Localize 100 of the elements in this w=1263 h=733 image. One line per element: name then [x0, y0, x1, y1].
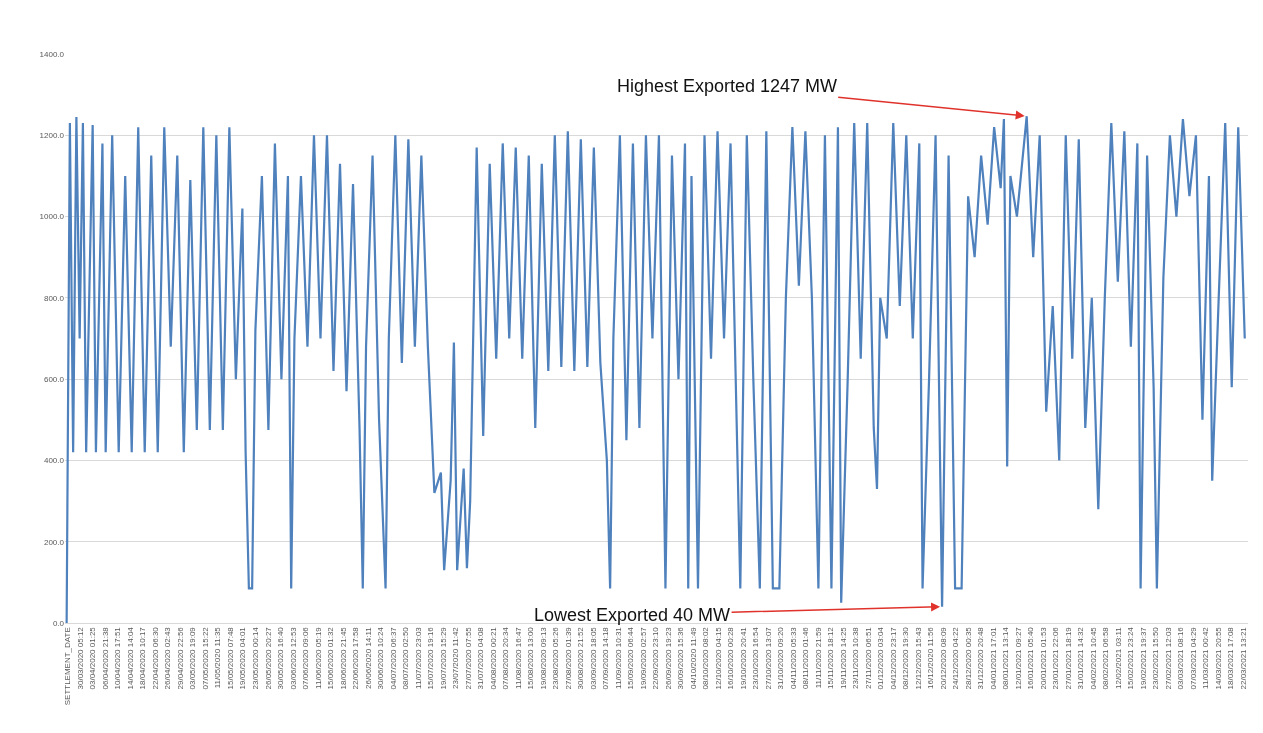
x-tick-label: 11/05/2020 11:35: [213, 626, 223, 689]
x-tick-label: 12/01/2021 09:27: [1013, 626, 1023, 690]
x-tick-label: 31/07/2020 04:08: [476, 626, 486, 690]
x-tick-label: 12/12/2020 15:43: [913, 626, 923, 690]
x-tick-label: 15/08/2020 13:00: [526, 626, 536, 690]
x-tick-label: 19/10/2020 20:41: [738, 626, 748, 690]
x-tick-label: 18/06/2020 21:45: [338, 626, 348, 690]
y-tick-label: 1400.0: [39, 49, 65, 59]
x-tick-label: 11/09/2020 10:31: [613, 626, 623, 689]
x-tick-label: 03/03/2021 08:16: [1176, 626, 1186, 690]
annotation: Lowest Exported 40 MW: [534, 605, 731, 625]
x-tick-label: 08/01/2021 13:14: [1001, 626, 1011, 690]
x-tick-label: 16/01/2021 05:40: [1026, 626, 1036, 690]
x-tick-label: 15/06/2020 01:32: [326, 626, 336, 690]
x-tick-label: 23/08/2020 05:26: [551, 626, 561, 690]
x-tick-label: 03/06/2020 12:53: [288, 626, 298, 690]
x-tick-label: 15/07/2020 19:16: [426, 626, 436, 690]
x-tick-label: 20/01/2021 01:53: [1038, 626, 1048, 690]
x-tick-label: 27/10/2020 13:07: [763, 626, 773, 690]
x-tick-label: 31/12/2020 20:48: [976, 626, 986, 690]
x-tick-label: 07/03/2021 04:29: [1188, 626, 1198, 690]
x-tick-label: 23/02/2021 15:50: [1151, 626, 1161, 690]
x-tick-label: 19/02/2021 19:37: [1138, 626, 1148, 690]
y-tick-label: 0.0: [52, 618, 65, 628]
x-tick-label: 15/11/2020 18:12: [826, 626, 836, 689]
x-tick-label: 23/07/2020 11:42: [451, 626, 461, 689]
x-tick-label: 11/08/2020 16:47: [513, 626, 523, 689]
x-tick-label: 07/06/2020 09:06: [301, 626, 311, 690]
x-tick-label: 08/10/2020 08:02: [701, 626, 711, 690]
x-tick-label: 28/12/2020 00:35: [963, 626, 973, 690]
x-tick-label: 27/01/2021 18:19: [1063, 626, 1073, 690]
x-tick-label: 15/09/2020 06:44: [626, 626, 636, 690]
y-tick-label: 200.0: [43, 537, 65, 547]
x-tick-label: 03/04/2020 01:25: [88, 626, 98, 690]
x-tick-label: 04/07/2020 06:37: [388, 626, 398, 690]
x-tick-label: 23/11/2020 10:38: [851, 626, 861, 689]
x-tick-label: 16/10/2020 00:28: [726, 626, 736, 690]
x-tick-label: 24/12/2020 04:22: [951, 626, 961, 690]
y-tick-label: 800.0: [43, 293, 65, 303]
x-tick-label: 07/09/2020 14:18: [601, 626, 611, 690]
x-tick-label: 08/11/2020 01:46: [801, 626, 811, 689]
x-tick-label: 19/07/2020 15:29: [438, 626, 448, 690]
x-tick-label: 31/01/2021 14:32: [1076, 626, 1086, 690]
x-tick-label: 27/08/2020 01:39: [563, 626, 573, 690]
x-tick-label: 04/11/2020 05:33: [788, 626, 798, 689]
x-tick-label: 26/09/2020 19:23: [663, 626, 673, 690]
x-tick-label: 26/06/2020 14:11: [363, 626, 373, 689]
x-tick-label: 23/10/2020 16:54: [751, 626, 761, 690]
x-tick-label: 27/07/2020 07:55: [463, 626, 473, 690]
x-tick-label: 07/08/2020 20:34: [501, 626, 511, 690]
x-tick-label: 07/05/2020 15:22: [201, 626, 210, 690]
x-tick-label: 19/09/2020 02:57: [638, 626, 648, 690]
x-tick-label: 30/08/2020 21:52: [576, 626, 586, 690]
x-tick-label: 12/10/2020 04:15: [713, 626, 723, 690]
x-tick-label: 04/08/2020 00:21: [488, 626, 498, 690]
x-tick-label: 08/07/2020 02:50: [401, 626, 411, 690]
x-tick-label: 16/12/2020 11:56: [926, 626, 936, 689]
x-tick-label: 26/05/2020 20:27: [263, 626, 273, 690]
x-tick-label: 27/11/2020 06:51: [863, 626, 873, 689]
x-tick-label: 19/11/2020 14:25: [838, 626, 848, 689]
x-tick-label: 22/04/2020 06:30: [150, 626, 160, 690]
x-tick-label: 30/09/2020 15:36: [676, 626, 686, 690]
x-tick-label: 15/05/2020 07:48: [226, 626, 236, 690]
x-tick-label: 22/09/2020 23:10: [651, 626, 661, 690]
x-tick-label: 06/04/2020 21:38: [100, 626, 110, 690]
x-tick-label: 30/06/2020 10:24: [376, 626, 386, 690]
x-tick-label: 23/05/2020 00:14: [251, 626, 261, 690]
y-tick-label: 600.0: [43, 374, 65, 384]
x-tick-label: 20/12/2020 08:09: [938, 626, 948, 690]
x-tick-label: 22/06/2020 17:58: [351, 626, 361, 690]
x-tick-label: 03/09/2020 18:05: [588, 626, 598, 690]
x-tick-label: 04/10/2020 11:49: [688, 626, 698, 689]
x-tick-label: 19/08/2020 09:13: [538, 626, 548, 690]
x-tick-label: 30/05/2020 16:40: [276, 626, 286, 690]
x-tick-label: 14/03/2021 20:55: [1213, 626, 1223, 690]
x-tick-label: 11/07/2020 23:03: [413, 626, 423, 689]
x-tick-label: 08/02/2021 06:58: [1101, 626, 1111, 690]
y-tick-label: 1200.0: [39, 131, 65, 141]
x-tick-label: 14/04/2020 14:04: [125, 626, 135, 690]
x-tick-label: 30/03/2020 05:12: [75, 626, 85, 690]
x-tick-label: 27/02/2021 12:03: [1163, 626, 1173, 690]
x-tick-label: 31/10/2020 09:20: [776, 626, 786, 690]
x-tick-label: 04/02/2021 10:45: [1088, 626, 1098, 690]
x-tick-label: 03/05/2020 19:09: [188, 626, 198, 690]
x-tick-label: 10/04/2020 17:51: [113, 626, 123, 690]
x-tick-label: 01/12/2020 03:04: [876, 626, 886, 690]
x-tick-label: 19/05/2020 04:01: [238, 626, 248, 690]
x-tick-label: 15/02/2021 23:24: [1126, 626, 1136, 690]
x-tick-label: 18/04/2020 10:17: [138, 626, 148, 690]
x-tick-label: 29/04/2020 22:56: [175, 626, 185, 690]
x-tick-label: 11/11/2020 21:59: [813, 626, 823, 689]
x-tick-label: 23/01/2021 22:06: [1051, 626, 1061, 690]
x-tick-label: SETTLEMENT_DATE: [63, 627, 73, 706]
x-tick-label: 18/03/2021 17:08: [1226, 626, 1236, 690]
y-tick-label: 400.0: [43, 456, 65, 466]
x-tick-label: 04/01/2021 17:01: [988, 626, 998, 690]
annotation: Highest Exported 1247 MW: [617, 76, 838, 96]
y-tick-label: 1000.0: [39, 212, 65, 222]
x-tick-label: 04/12/2020 23:17: [888, 626, 898, 690]
x-tick-label: 11/03/2021 00:42: [1201, 626, 1211, 689]
